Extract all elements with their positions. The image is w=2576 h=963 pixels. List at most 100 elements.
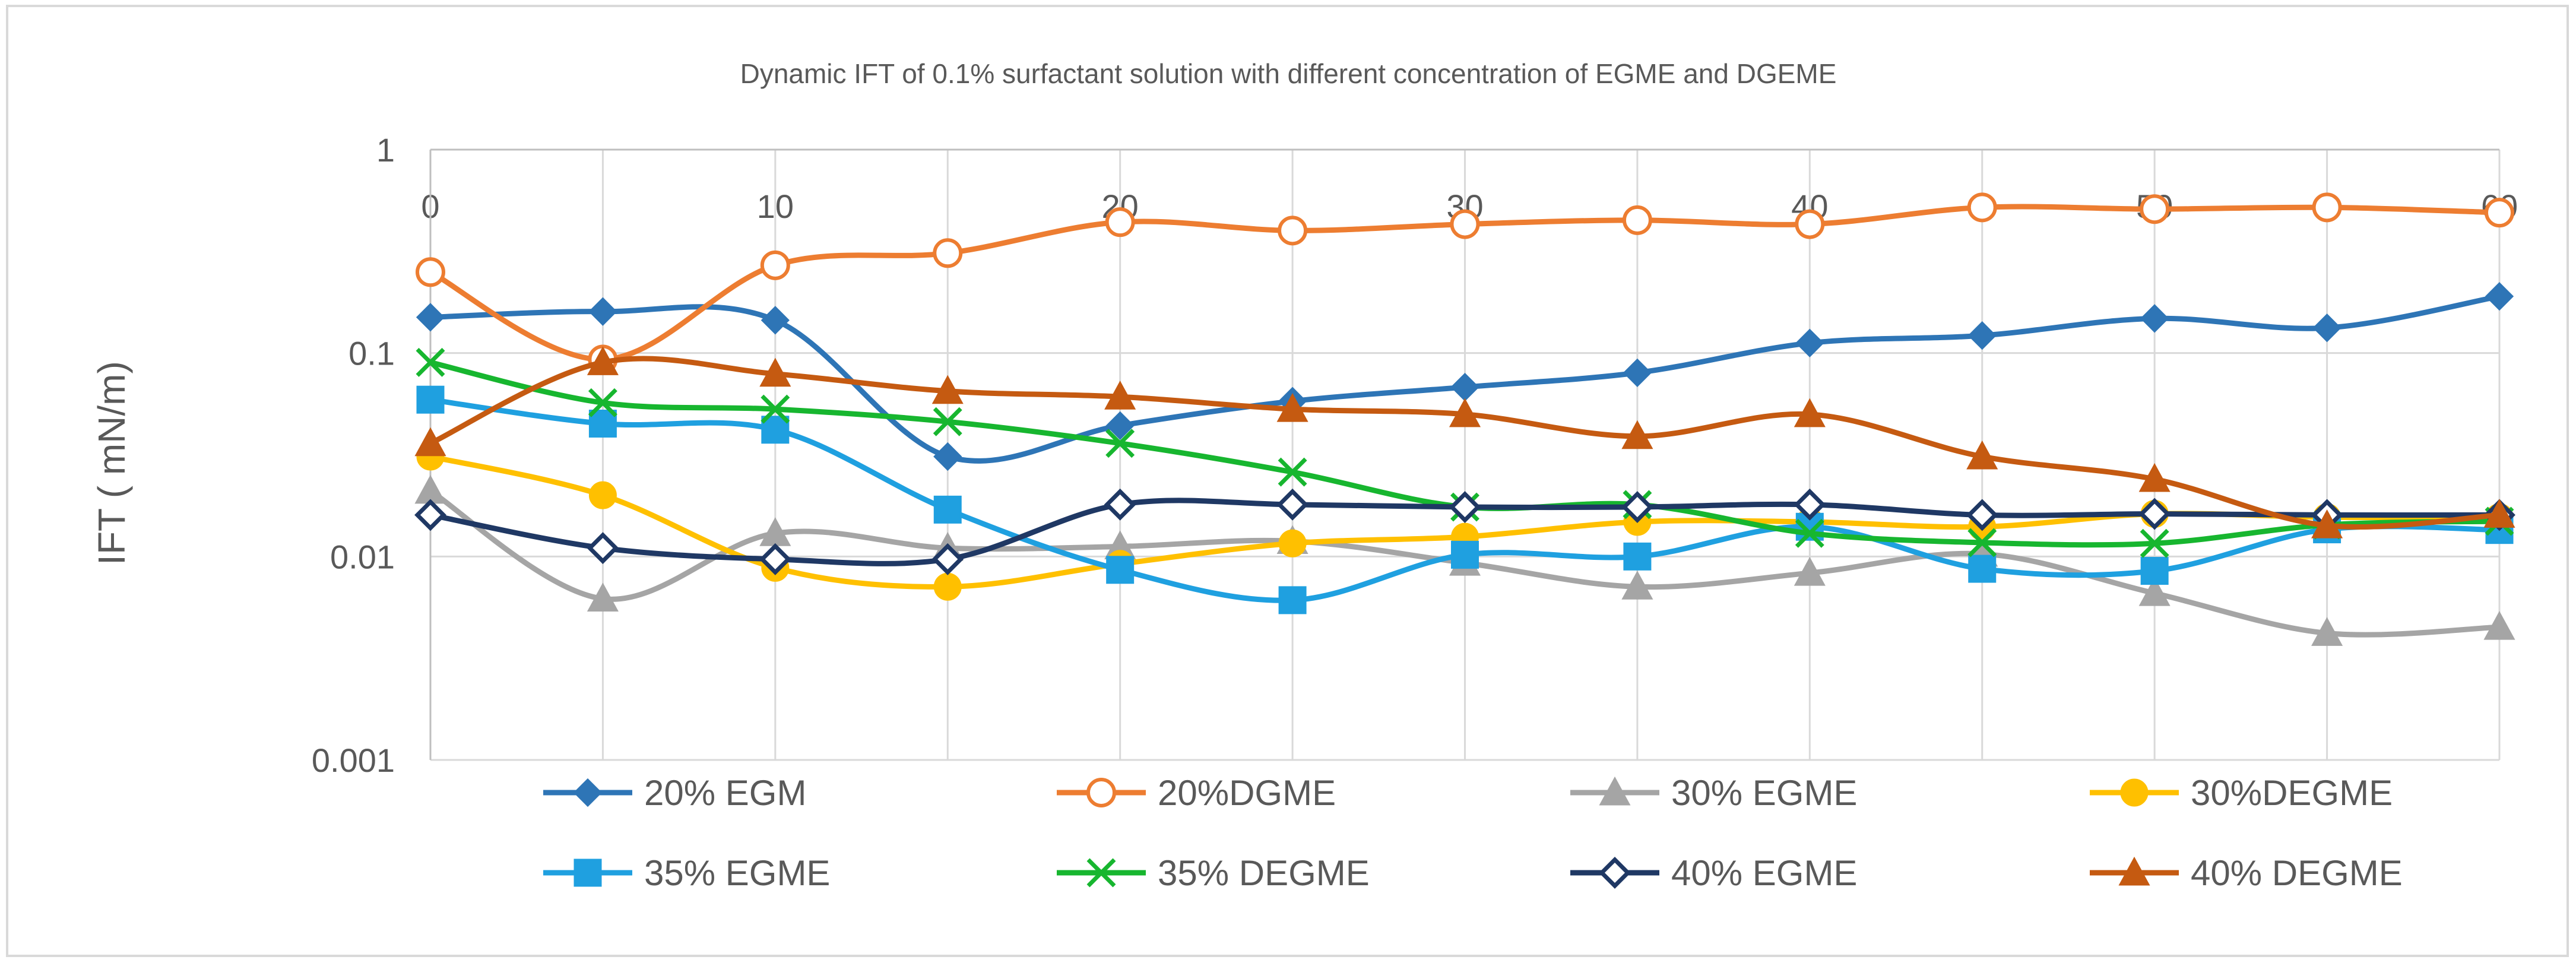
data-point <box>1795 209 1825 239</box>
legend-label: 20%DGME <box>1158 773 1336 813</box>
y-tick-label: 0.1 <box>348 335 395 372</box>
legend-label: 35% DEGME <box>1158 853 1370 893</box>
data-point <box>1967 192 1997 223</box>
y-tick-label: 0.01 <box>330 538 395 575</box>
legend-item: 20%DGME <box>1057 773 1336 813</box>
legend-marker <box>2118 856 2150 886</box>
data-point <box>759 543 791 575</box>
data-point <box>761 306 790 335</box>
data-point <box>2311 509 2343 538</box>
data-point <box>1450 209 1480 239</box>
data-point <box>1105 411 1135 440</box>
data-point <box>587 346 619 375</box>
legend-marker <box>1086 858 1116 888</box>
data-point <box>1623 358 1652 387</box>
data-point <box>1278 457 1307 487</box>
data-point <box>1449 491 1481 524</box>
data-point <box>1450 372 1479 402</box>
data-point <box>588 297 617 326</box>
data-point <box>1449 398 1481 427</box>
legend-item: 30%DEGME <box>2090 773 2393 813</box>
legend-marker <box>1086 778 1116 807</box>
data-point <box>761 394 790 424</box>
y-axis-label: IFT ( mN/m) <box>90 361 133 565</box>
data-point <box>933 407 962 436</box>
legend-label: 40% DEGME <box>2191 853 2403 893</box>
legend: 20% EGM 20%DGME 30% EGME 30%DEGME 35% EGME 35… <box>543 773 2403 893</box>
data-point <box>931 375 964 404</box>
data-point <box>414 499 446 531</box>
data-point <box>416 347 445 377</box>
data-point <box>760 250 790 280</box>
data-point <box>588 388 617 417</box>
data-point <box>1276 488 1309 521</box>
data-point <box>2311 617 2343 646</box>
data-point <box>1105 429 1135 458</box>
data-point <box>2140 194 2170 224</box>
data-point <box>1104 381 1136 410</box>
data-point <box>1278 216 1308 246</box>
legend-item: 35% EGME <box>543 853 830 893</box>
legend-label: 30%DEGME <box>2191 773 2393 813</box>
data-point <box>2312 192 2342 223</box>
data-point <box>2138 463 2171 492</box>
legend-marker <box>573 859 602 887</box>
data-point <box>761 416 790 444</box>
series-0 <box>416 282 2514 471</box>
chart-title: Dynamic IFT of 0.1% surfactant solution … <box>740 58 1837 89</box>
data-point <box>1621 491 1653 524</box>
data-point <box>1794 488 1826 521</box>
data-point <box>933 238 963 268</box>
data-point <box>588 409 617 438</box>
data-point <box>587 532 619 565</box>
legend-item: 40% EGME <box>1570 853 1857 893</box>
data-point <box>416 385 445 414</box>
data-point <box>2140 528 2169 558</box>
series-1 <box>416 192 2514 375</box>
data-point <box>759 357 791 387</box>
data-point <box>1794 556 1826 586</box>
legend-marker <box>1599 857 1631 889</box>
data-point <box>2483 499 2515 528</box>
data-point <box>2140 557 2169 585</box>
data-point <box>933 442 962 471</box>
axes: 10.10.010.0010102030405060 <box>312 131 2518 779</box>
data-point <box>416 257 445 287</box>
data-point <box>2483 611 2515 640</box>
data-point <box>1621 420 1653 449</box>
data-point <box>1104 488 1136 521</box>
data-point <box>2138 577 2171 606</box>
data-point <box>587 582 619 612</box>
legend-item: 35% DEGME <box>1057 853 1370 893</box>
series-7 <box>414 346 2515 538</box>
legend-item: 40% DEGME <box>2090 853 2403 893</box>
data-point <box>1276 393 1308 422</box>
legend-label: 40% EGME <box>1671 853 1857 893</box>
y-tick-label: 1 <box>376 131 395 169</box>
legend-marker <box>573 778 603 807</box>
data-point <box>933 495 962 524</box>
data-point <box>1278 529 1307 557</box>
data-point <box>1967 528 1997 557</box>
data-point <box>588 481 617 509</box>
data-point <box>1622 205 1652 235</box>
data-point <box>1968 555 1997 583</box>
legend-label: 20% EGM <box>644 773 806 813</box>
legend-label: 30% EGME <box>1671 773 1857 813</box>
data-point <box>2485 198 2514 228</box>
x-tick-label: 10 <box>757 188 794 225</box>
data-point <box>931 543 964 575</box>
series-6 <box>414 488 2515 575</box>
grid <box>429 148 2501 761</box>
legend-item: 20% EGM <box>543 773 806 813</box>
data-point <box>2312 313 2341 343</box>
data-point <box>2138 498 2171 530</box>
data-point <box>1623 542 1652 571</box>
data-point <box>1966 440 1998 470</box>
series-layer <box>414 192 2515 646</box>
data-point <box>1105 207 1135 237</box>
data-point <box>1795 328 1824 357</box>
data-point <box>2140 304 2169 333</box>
data-point <box>1278 586 1307 614</box>
